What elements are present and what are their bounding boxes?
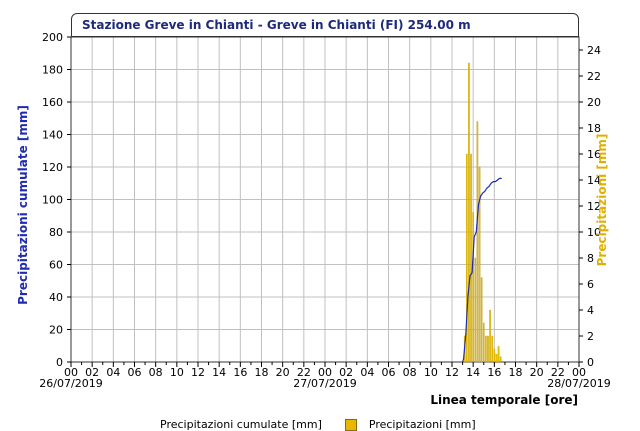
- x-tick-label: 04: [360, 366, 374, 379]
- x-tick-label: 00: [318, 366, 332, 379]
- legend: Precipitazioni cumulate [mm] Precipitazi…: [160, 418, 476, 431]
- left-tick-label: 140: [42, 129, 63, 142]
- right-tick-label: 24: [587, 44, 601, 57]
- left-tick-label: 40: [49, 291, 63, 304]
- right-tick-label: 4: [587, 304, 594, 317]
- left-tick-label: 100: [42, 194, 63, 207]
- left-tick-label: 20: [49, 324, 63, 337]
- right-tick-label: 12: [587, 200, 601, 213]
- precipitation-bar: [495, 354, 498, 363]
- precipitation-bar: [493, 348, 496, 363]
- chart-title-box: Stazione Greve in Chianti - Greve in Chi…: [71, 13, 579, 37]
- precipitation-bar: [468, 62, 470, 363]
- left-axis: 0 20 40 60 80 100 120 140 160 180 200: [42, 31, 71, 369]
- left-tick-label: 0: [56, 356, 63, 369]
- x-axis: 00 02 04 06 08 10 12 14 16 18 20 22 00 02 04 06 08 10 12 14…: [64, 362, 586, 379]
- left-tick-label: 60: [49, 259, 63, 272]
- left-tick-label: 160: [42, 96, 63, 109]
- precipitation-bar: [470, 153, 472, 363]
- x-tick-label: 14: [466, 366, 480, 379]
- x-tick-label: 00: [572, 366, 586, 379]
- bar-series: [463, 62, 502, 363]
- left-tick-label: 80: [49, 226, 63, 239]
- x-tick-label: 18: [509, 366, 523, 379]
- left-tick-label: 200: [42, 31, 63, 44]
- right-tick-label: 22: [587, 70, 601, 83]
- x-tick-label: 08: [149, 366, 163, 379]
- precipitation-bar: [489, 309, 491, 363]
- precipitation-bar: [472, 212, 474, 363]
- precipitation-bar: [466, 153, 468, 363]
- right-axis-label: Precipitazioni [mm]: [595, 134, 609, 267]
- x-tick-label: 12: [191, 366, 205, 379]
- right-tick-label: 10: [587, 226, 601, 239]
- grid-lines: [70, 36, 580, 363]
- x-tick-label: 16: [233, 366, 247, 379]
- x-tick-label: 18: [255, 366, 269, 379]
- x-tick-label: 08: [403, 366, 417, 379]
- precipitation-bar: [499, 356, 502, 363]
- x-tick-label: 20: [530, 366, 544, 379]
- precipitation-bar: [491, 335, 494, 363]
- x-tick-label: 10: [170, 366, 184, 379]
- right-tick-label: 0: [587, 356, 594, 369]
- chart-title: Stazione Greve in Chianti - Greve in Chi…: [82, 18, 471, 32]
- x-tick-label: 22: [297, 366, 311, 379]
- right-tick-label: 8: [587, 252, 594, 265]
- date-labels: 26/07/2019 27/07/2019 28/07/2019: [39, 377, 610, 390]
- x-tick-label: 06: [382, 366, 396, 379]
- right-tick-label: 20: [587, 96, 601, 109]
- precipitation-bar: [497, 346, 500, 363]
- precipitation-bar: [482, 322, 485, 363]
- x-tick-label: 22: [551, 366, 565, 379]
- x-tick-label: 14: [212, 366, 226, 379]
- x-tick-label: 04: [106, 366, 120, 379]
- right-tick-label: 6: [587, 278, 594, 291]
- right-tick-label: 16: [587, 148, 601, 161]
- x-tick-label: 16: [487, 366, 501, 379]
- x-tick-label: 02: [339, 366, 353, 379]
- x-tick-label: 00: [64, 366, 78, 379]
- x-axis-label: Linea temporale [ore]: [430, 393, 578, 407]
- precipitation-bar: [474, 257, 477, 363]
- right-tick-label: 18: [587, 122, 601, 135]
- left-tick-label: 180: [42, 64, 63, 77]
- right-tick-label: 2: [587, 330, 594, 343]
- precipitation-bar: [478, 166, 481, 363]
- date-label: 26/07/2019: [39, 377, 102, 390]
- x-tick-label: 10: [424, 366, 438, 379]
- precipitation-bar: [480, 277, 483, 363]
- x-tick-label: 06: [128, 366, 142, 379]
- left-axis-label: Precipitazioni cumulate [mm]: [16, 105, 30, 305]
- legend-cumulative-label: Precipitazioni cumulate [mm]: [160, 418, 322, 431]
- right-tick-label: 14: [587, 174, 601, 187]
- legend-bars-label: Precipitazioni [mm]: [368, 418, 476, 431]
- x-tick-label: 02: [85, 366, 99, 379]
- date-label: 27/07/2019: [293, 377, 356, 390]
- left-tick-label: 120: [42, 161, 63, 174]
- precipitation-bar: [476, 121, 479, 363]
- x-tick-label: 20: [276, 366, 290, 379]
- precipitation-bar: [487, 335, 489, 363]
- precipitation-bar: [485, 335, 487, 363]
- legend-bars-swatch: [345, 419, 358, 431]
- x-tick-label: 12: [445, 366, 459, 379]
- date-label: 28/07/2019: [547, 377, 610, 390]
- cumulative-line: [462, 177, 502, 363]
